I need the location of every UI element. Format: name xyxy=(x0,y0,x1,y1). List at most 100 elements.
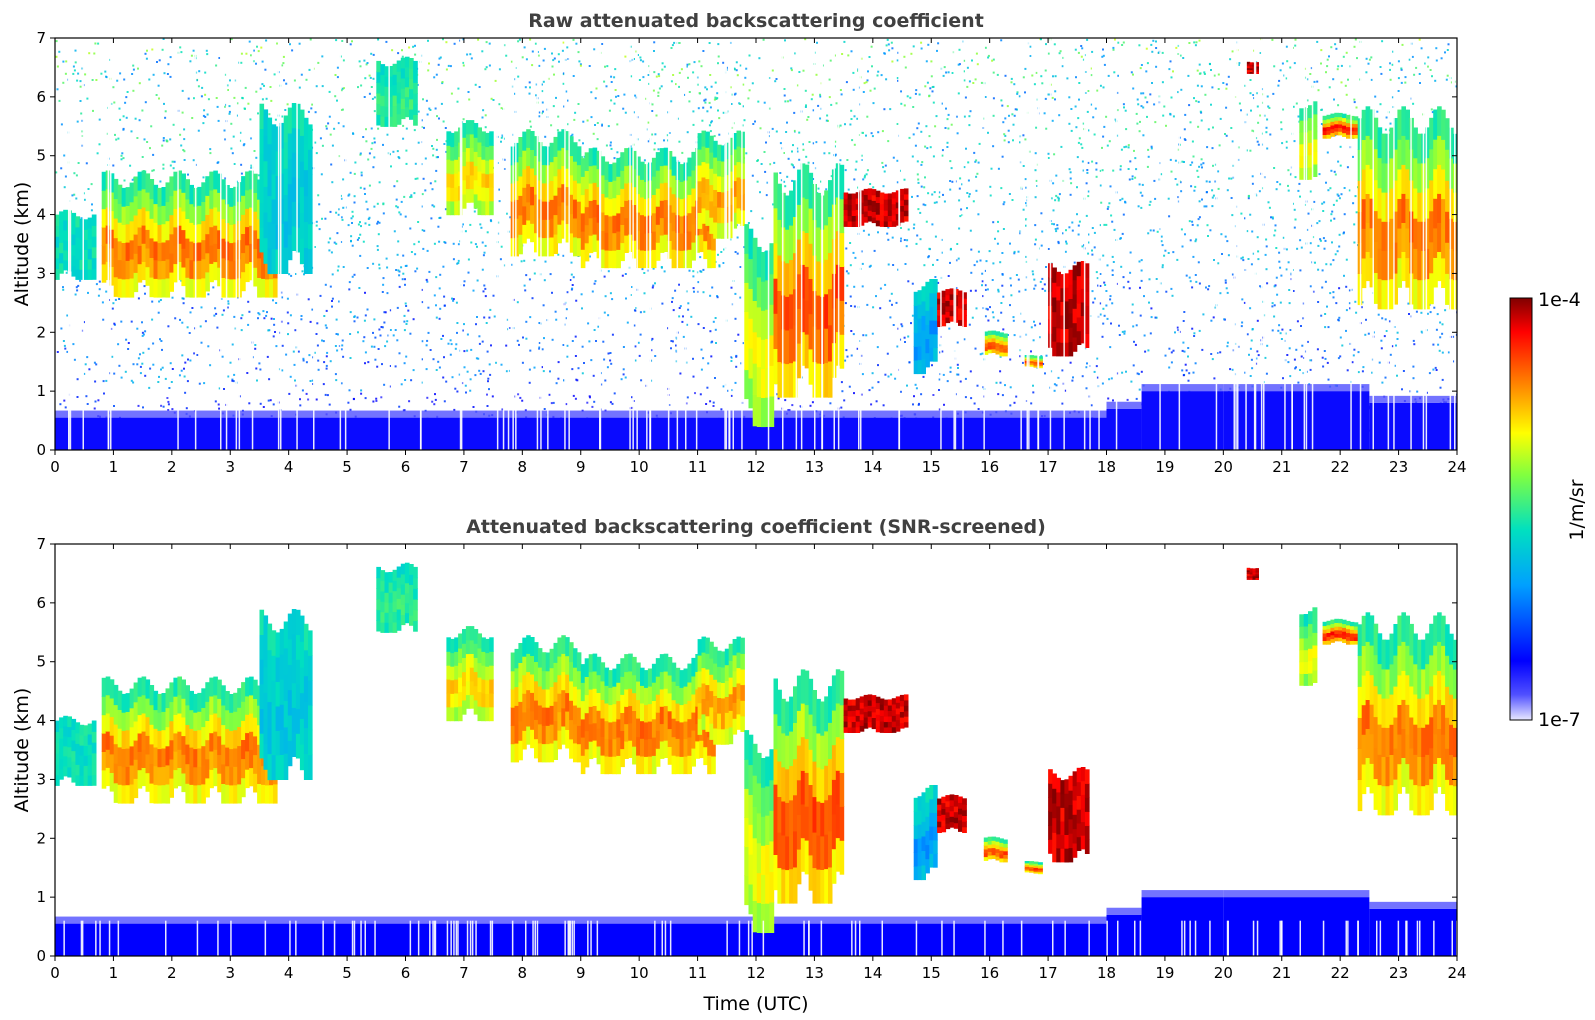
cloud-layer xyxy=(744,224,775,428)
x-tick-label: 22 xyxy=(1331,964,1350,982)
colorbar-bar xyxy=(1509,297,1533,721)
x-tick-label: 14 xyxy=(863,458,882,476)
x-tick-label: 23 xyxy=(1389,458,1408,476)
cloud-layer xyxy=(510,635,582,763)
cloud-layer xyxy=(580,653,716,775)
panel-screened-x-axis: 0 1 2 3 4 5 6 7 8 9 10 11 12 13 14 15 16 17 18 19 20 21 22 23 24 xyxy=(50,544,1467,982)
boundary-layer-segment xyxy=(1223,897,1370,956)
colorbar: 1e-4 1e-7 1/m/sr xyxy=(1509,289,1588,731)
cloud-layer xyxy=(446,120,494,216)
panel-screened-heatmap xyxy=(55,544,1457,956)
cloud-layer xyxy=(510,129,582,257)
cloud-layer xyxy=(259,103,313,275)
x-tick-label: 7 xyxy=(459,458,469,476)
cloud-layer xyxy=(843,188,909,227)
cloud-layer xyxy=(1246,567,1259,580)
cloud-layer xyxy=(773,669,845,904)
colorbar-unit-label: 1/m/sr xyxy=(1566,479,1588,540)
y-tick-label: 3 xyxy=(36,770,46,788)
x-tick-label: 6 xyxy=(401,964,411,982)
colorbar-min-label: 1e-7 xyxy=(1538,709,1581,731)
cloud-layer xyxy=(376,562,418,633)
y-tick-label: 2 xyxy=(36,829,46,847)
x-tick-label: 9 xyxy=(576,964,586,982)
y-tick-label: 6 xyxy=(36,88,46,106)
cloud-layer xyxy=(1246,61,1259,74)
x-tick-label: 10 xyxy=(630,964,649,982)
panel-screened-ylabel: Altitude (km) xyxy=(11,688,33,813)
x-tick-label: 21 xyxy=(1272,458,1291,476)
x-tick-label: 7 xyxy=(459,964,469,982)
x-tick-label: 22 xyxy=(1331,458,1350,476)
x-tick-label: 11 xyxy=(688,964,707,982)
x-tick-label: 20 xyxy=(1214,458,1233,476)
cloud-layer xyxy=(101,170,278,298)
x-tick-label: 2 xyxy=(167,458,177,476)
y-tick-label: 0 xyxy=(36,441,46,459)
x-tick-label: 13 xyxy=(805,458,824,476)
boundary-layer-segment xyxy=(1106,408,1142,450)
x-tick-label: 19 xyxy=(1155,458,1174,476)
cloud-layer xyxy=(1299,101,1318,180)
cloud-layer xyxy=(259,609,313,781)
cloud-layer xyxy=(55,209,97,280)
x-tick-label: 10 xyxy=(630,458,649,476)
cloud-layer xyxy=(843,694,909,733)
panel-raw-ylabel: Altitude (km) xyxy=(11,182,33,307)
x-tick-label: 14 xyxy=(863,964,882,982)
y-tick-label: 5 xyxy=(36,653,46,671)
x-tick-label: 17 xyxy=(1039,458,1058,476)
cloud-layer xyxy=(376,56,418,127)
cloud-layer xyxy=(1357,612,1457,816)
colorbar-max-label: 1e-4 xyxy=(1538,289,1581,311)
cloud-layer xyxy=(697,636,745,745)
cloud-layer xyxy=(1322,618,1359,645)
x-tick-label: 18 xyxy=(1097,458,1116,476)
x-tick-label: 21 xyxy=(1272,964,1291,982)
cloud-layer xyxy=(1299,607,1318,686)
x-tick-label: 20 xyxy=(1214,964,1233,982)
y-tick-label: 7 xyxy=(36,29,46,47)
y-tick-label: 2 xyxy=(36,323,46,341)
x-tick-label: 2 xyxy=(167,964,177,982)
x-tick-label: 9 xyxy=(576,458,586,476)
cloud-layer xyxy=(1048,261,1090,357)
x-tick-label: 13 xyxy=(805,964,824,982)
y-tick-label: 6 xyxy=(36,594,46,612)
x-tick-label: 17 xyxy=(1039,964,1058,982)
cloud-layer xyxy=(983,330,1008,357)
y-tick-label: 4 xyxy=(36,712,46,730)
x-tick-label: 16 xyxy=(980,964,999,982)
cloud-layers xyxy=(55,562,1457,934)
panel-raw-x-axis: 0 1 2 3 4 5 6 7 8 9 10 11 12 13 14 15 16 17 18 19 20 21 22 23 24 xyxy=(50,38,1467,476)
y-tick-label: 4 xyxy=(36,206,46,224)
boundary-layer-segment xyxy=(55,417,1107,450)
x-tick-label: 1 xyxy=(109,458,119,476)
cloud-layer xyxy=(1048,767,1090,863)
x-tick-label: 16 xyxy=(980,458,999,476)
x-tick-label: 11 xyxy=(688,458,707,476)
y-tick-label: 7 xyxy=(36,535,46,553)
y-tick-label: 0 xyxy=(36,947,46,965)
boundary-layer-segment xyxy=(1369,402,1457,450)
x-tick-label: 3 xyxy=(225,458,235,476)
x-tick-label: 4 xyxy=(284,964,294,982)
cloud-layer xyxy=(983,836,1008,863)
x-tick-label: 5 xyxy=(342,964,352,982)
panel-screened-y-axis: 0 1 2 3 4 5 6 7 xyxy=(36,535,1457,965)
boundary-layer xyxy=(55,384,1457,450)
x-tick-label: 8 xyxy=(518,964,528,982)
x-tick-label: 4 xyxy=(284,458,294,476)
cloud-layer xyxy=(913,279,938,375)
x-tick-label: 15 xyxy=(922,964,941,982)
boundary-layer-segment xyxy=(55,923,1107,956)
x-tick-label: 6 xyxy=(401,458,411,476)
panel-raw-y-axis: 0 1 2 3 4 5 6 7 xyxy=(36,29,1457,459)
cloud-layer xyxy=(55,715,97,786)
panel-screened-xlabel: Time (UTC) xyxy=(702,993,808,1015)
y-tick-label: 1 xyxy=(36,382,46,400)
panel-raw: Raw attenuated backscattering coefficien… xyxy=(11,10,1467,476)
x-tick-label: 24 xyxy=(1447,964,1466,982)
x-tick-label: 24 xyxy=(1447,458,1466,476)
